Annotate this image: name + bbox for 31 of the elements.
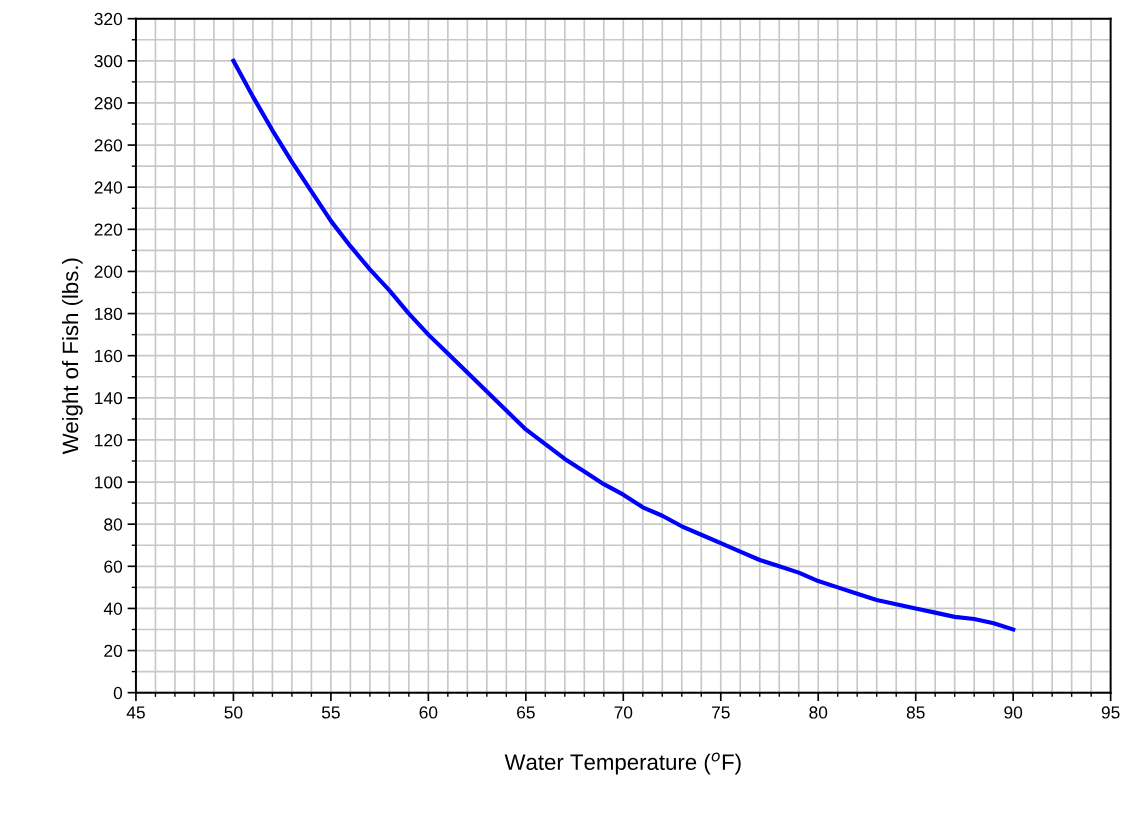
x-tick-label: 60	[419, 706, 438, 719]
line-series	[231, 58, 1016, 632]
x-tick-label: 45	[126, 706, 145, 719]
y-tick-label: 140	[95, 391, 123, 405]
y-tick-label: 240	[94, 181, 123, 194]
y-axis-title: Weight of Fish (lbs.)	[61, 258, 83, 455]
y-tick-label: 40	[103, 602, 123, 615]
y-tick-label: 200	[94, 265, 123, 278]
y-tick-label: 220	[94, 223, 123, 236]
y-tick-label: 0	[113, 686, 123, 700]
x-tick-label: 50	[224, 706, 243, 719]
x-tick-label: 95	[1101, 706, 1120, 719]
x-tick-label: 90	[1004, 706, 1023, 719]
y-tick-label: 120	[95, 434, 123, 447]
y-tick-label: 300	[94, 54, 123, 68]
y-tick-label: 160	[95, 349, 123, 363]
y-tick-label: 280	[94, 97, 123, 110]
x-axis-title: Water Temperature ($^{o}$F)	[504, 752, 741, 775]
x-tick-label: 85	[906, 706, 925, 719]
x-tick-label: 65	[517, 706, 535, 719]
y-tick-label: 180	[95, 307, 123, 321]
y-tick-label: 320	[94, 12, 123, 26]
y-tick-label: 20	[104, 644, 123, 658]
y-tick-label: 80	[104, 518, 123, 531]
x-tick-label: 75	[712, 706, 730, 719]
y-tick-label: 60	[104, 560, 123, 573]
x-tick-label: 55	[321, 706, 340, 719]
y-tick-label: 100	[95, 476, 123, 489]
x-tick-label: 80	[809, 706, 828, 719]
y-tick-label: 260	[94, 139, 123, 152]
x-tick-label: 70	[614, 706, 633, 719]
